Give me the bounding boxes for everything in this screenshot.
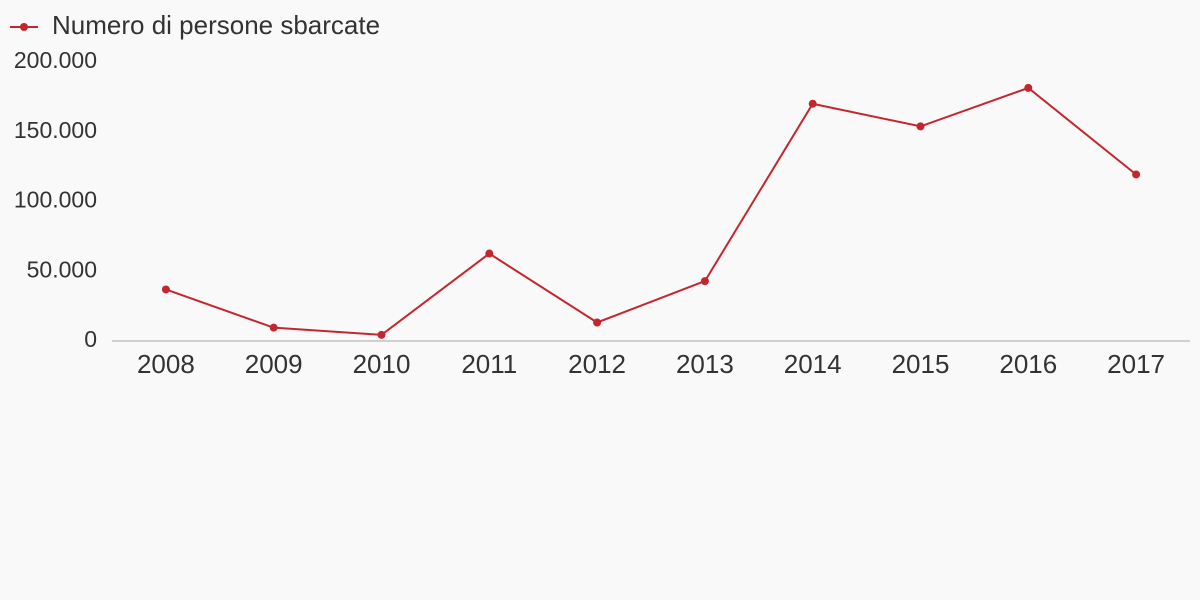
y-tick-label: 150.000 (14, 117, 97, 143)
x-tick-label: 2015 (892, 349, 950, 379)
data-point (1132, 170, 1141, 179)
data-point (161, 285, 170, 294)
data-point (1024, 83, 1033, 92)
y-tick-label: 200.000 (14, 47, 97, 73)
series-line (165, 86, 1137, 336)
x-tick-label: 2016 (999, 349, 1057, 379)
data-point (377, 330, 386, 339)
data-point (700, 277, 709, 286)
legend-marker (20, 23, 28, 31)
y-tick-label: 100.000 (14, 187, 97, 213)
x-tick-label: 2008 (137, 349, 195, 379)
x-tick-label: 2017 (1107, 349, 1165, 379)
x-tick-label: 2012 (568, 349, 626, 379)
y-tick-label: 0 (84, 326, 97, 352)
data-point (916, 122, 925, 131)
x-tick-label: 2011 (461, 349, 517, 379)
x-tick-label: 2013 (676, 349, 734, 379)
x-tick-label: 2010 (353, 349, 411, 379)
legend-label: Numero di persone sbarcate (52, 10, 380, 40)
x-tick-label: 2014 (784, 349, 842, 379)
data-point (269, 323, 278, 332)
data-point (485, 249, 494, 258)
y-tick-label: 50.000 (27, 256, 97, 282)
data-point (593, 318, 602, 327)
data-point (808, 99, 817, 108)
x-tick-label: 2009 (245, 349, 303, 379)
